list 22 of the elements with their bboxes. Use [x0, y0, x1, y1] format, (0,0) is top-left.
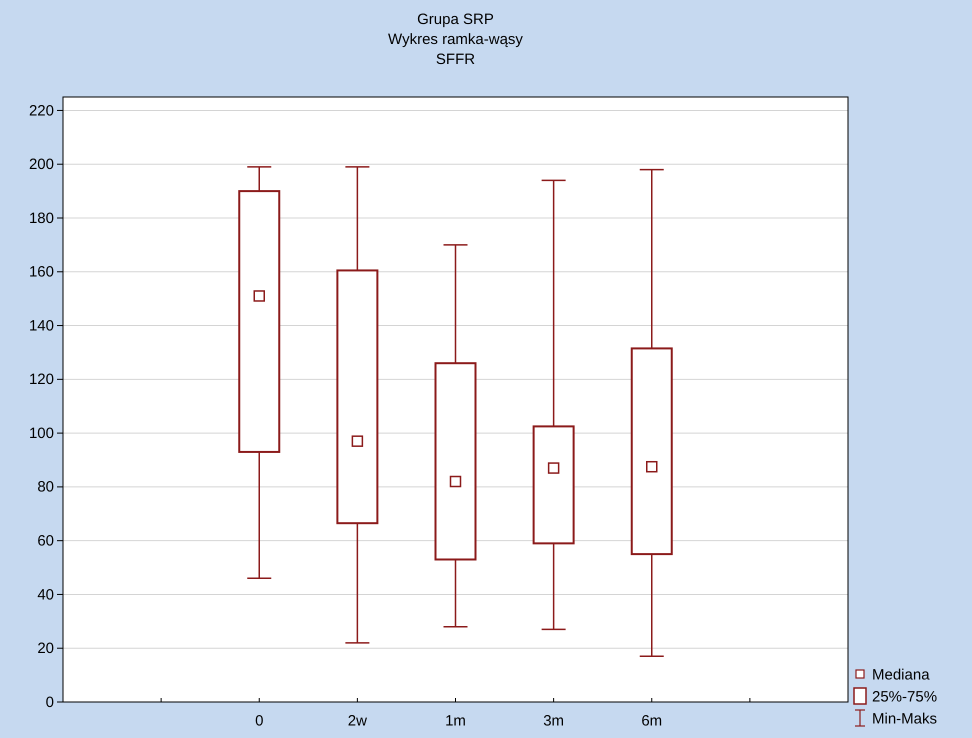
x-tick-label: 0: [255, 712, 264, 730]
x-tick-label: 2w: [348, 712, 368, 730]
text: Mediana: [872, 666, 930, 684]
x-tick-label: 1m: [445, 712, 466, 730]
y-tick-label: 140: [28, 317, 54, 334]
y-tick-label: 60: [37, 532, 54, 550]
x-tick-label: 3m: [543, 712, 564, 730]
y-tick-label: 200: [28, 156, 54, 174]
text: Min-Maks: [872, 710, 938, 728]
chart-subtitle: Wykres ramka-wąsy SFFR: [388, 31, 524, 68]
y-tick-label: 220: [28, 102, 54, 120]
y-tick-label: 40: [37, 586, 54, 604]
y-tick-label: 100: [28, 424, 54, 442]
y-tick-label: 80: [37, 478, 54, 496]
y-tick-label: 120: [28, 371, 54, 388]
chart-title: Grupa SRP: [417, 11, 494, 28]
y-tick-label: 0: [46, 694, 54, 711]
y-tick-label: 160: [28, 264, 54, 281]
y-tick-label: 20: [37, 640, 54, 658]
x-tick-label: 6m: [641, 712, 662, 730]
y-tick-label: 180: [28, 210, 54, 227]
text: 25%-75%: [872, 688, 938, 706]
